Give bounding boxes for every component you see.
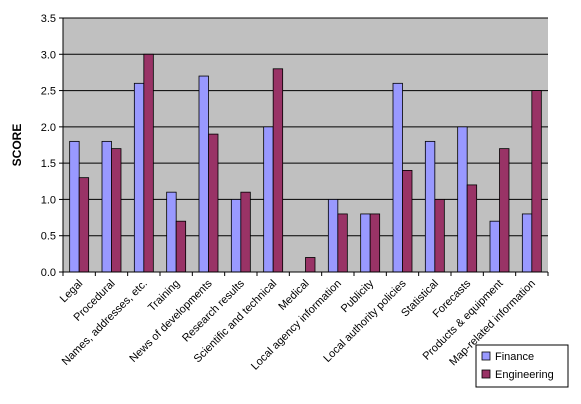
- y-tick-label: 3.5: [41, 13, 56, 25]
- bar-engineering: [175, 220, 187, 273]
- bar-finance: [133, 82, 145, 273]
- y-tick-label: 1.5: [41, 158, 56, 170]
- bar-engineering: [499, 148, 510, 273]
- y-tick-label: 2.5: [41, 86, 56, 98]
- bar-engineering: [337, 213, 348, 273]
- legend-label-engineering: Engineering: [495, 369, 554, 381]
- bar-finance: [457, 126, 468, 273]
- bar-engineering: [466, 184, 478, 273]
- bar-engineering: [208, 133, 219, 273]
- bar-finance: [101, 140, 112, 273]
- bar-finance: [521, 213, 533, 273]
- bar-finance: [489, 220, 500, 273]
- legend-swatch-finance: [481, 351, 491, 361]
- bar-finance: [166, 191, 177, 273]
- legend-box: [475, 344, 569, 388]
- legend-label-finance: Finance: [495, 351, 534, 363]
- y-tick-label: 1.0: [41, 194, 56, 206]
- bar-engineering: [111, 148, 122, 273]
- bar-engineering: [369, 213, 381, 273]
- bar-finance: [230, 199, 242, 273]
- bar-finance: [392, 82, 403, 273]
- bar-engineering: [272, 68, 284, 273]
- bar-engineering: [434, 199, 445, 273]
- bar-finance: [424, 140, 436, 273]
- bar-engineering: [402, 169, 413, 273]
- y-tick-labels: 0.0 0.5 1.0 1.5 2.0 2.5 3.0 3.5: [41, 13, 56, 279]
- bar-finance: [327, 199, 339, 273]
- y-tick-label: 3.0: [41, 49, 56, 61]
- legend-swatch-engineering: [481, 369, 491, 379]
- bar-finance: [69, 140, 80, 273]
- axes: [59, 17, 549, 276]
- bar-engineering: [305, 257, 316, 273]
- y-tick-label: 0.0: [41, 267, 56, 279]
- bar-finance: [360, 213, 371, 273]
- bar-finance: [263, 126, 274, 273]
- y-axis-title: SCORE: [10, 124, 24, 167]
- legend: Finance Engineering: [475, 344, 569, 388]
- bar-engineering: [531, 90, 542, 273]
- bar-engineering: [240, 191, 251, 273]
- bar-engineering: [143, 53, 154, 273]
- bar-finance: [198, 75, 209, 273]
- bar-engineering: [78, 177, 90, 273]
- y-tick-label: 2.0: [41, 122, 56, 134]
- bar-series: [69, 53, 542, 273]
- y-tick-label: 0.5: [41, 231, 56, 243]
- x-tick-label: Legal: [58, 278, 86, 306]
